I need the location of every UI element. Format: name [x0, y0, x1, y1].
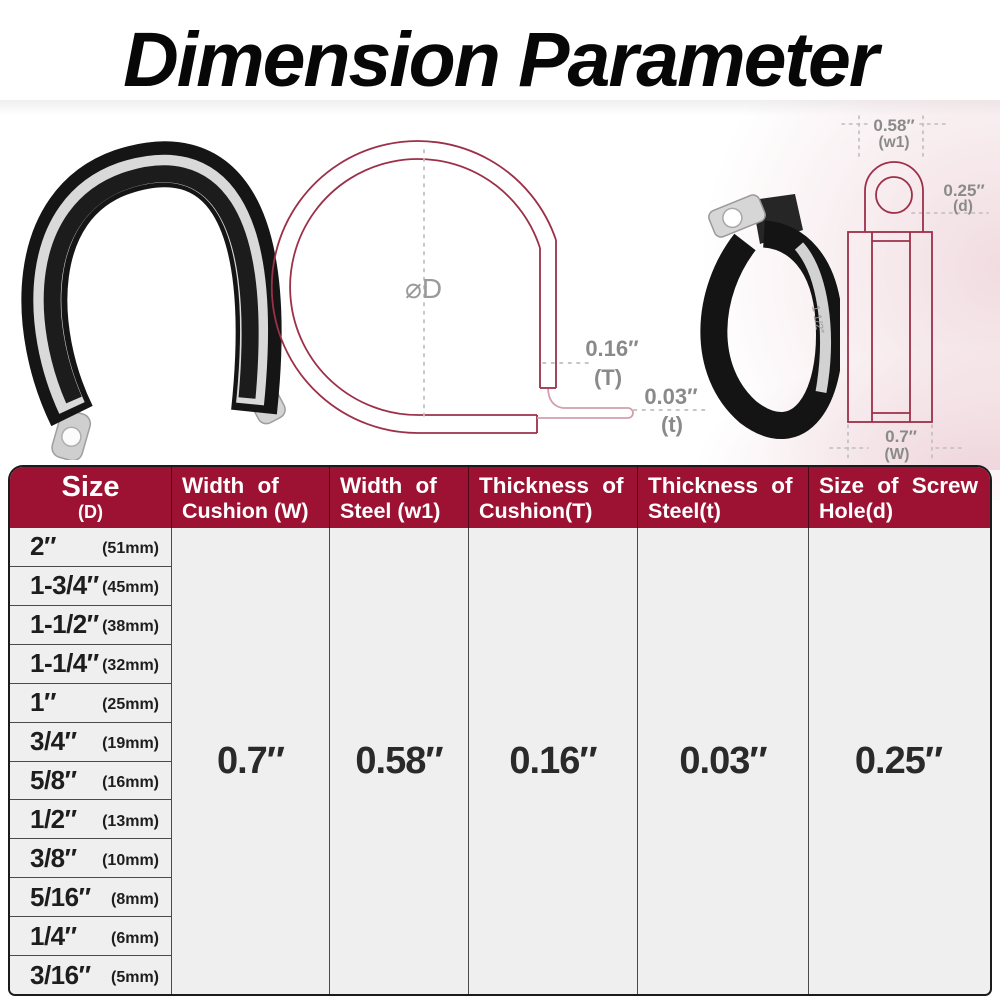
steel-thickness-value: 0.03″	[644, 384, 698, 409]
header-size: Size (D)	[61, 471, 120, 523]
header-steel-thickness: Thickness of Steel(t)	[637, 467, 808, 528]
table-row: 1/2″ (13mm)	[10, 800, 171, 840]
cushion-width-value: 0.7″	[885, 427, 917, 446]
steel-width-value: 0.58″	[873, 116, 914, 135]
hole-size-label: (d)	[953, 198, 973, 215]
screw-hole-outline	[875, 176, 913, 214]
steel-band-outline	[537, 388, 634, 419]
cushion-thickness-label: (T)	[594, 365, 622, 390]
table-row: 1-1/4″ (32mm)	[10, 644, 171, 684]
dimension-leader-lines	[423, 149, 707, 419]
steel-band	[794, 242, 831, 393]
front-dimension-diagram: 0.58″ (w1) 0.25″ (d) 0.7″ (W)	[829, 115, 989, 463]
value-screw-hole: 0.25″	[808, 528, 988, 994]
table-row: 1-3/4″ (45mm)	[10, 566, 171, 606]
header-cushion-thickness: Thickness of Cushion(T)	[468, 467, 637, 528]
value-steel-width: 0.58″	[329, 528, 468, 994]
table-row: 3/16″ (5mm)	[10, 956, 171, 994]
rubber-outline	[270, 140, 557, 434]
hole-size-value: 0.25″	[943, 181, 984, 200]
clamp-front-outline	[847, 161, 933, 423]
table-row: 5/8″ (16mm)	[10, 761, 171, 801]
table-row: 3/8″ (10mm)	[10, 839, 171, 879]
table-header-row: Size (D) Width of Cushion (W) Width of S…	[10, 467, 990, 528]
band-stamp-text: 1 1/2″	[809, 304, 826, 334]
clamp-body	[21, 141, 282, 427]
steel-thickness-label: (t)	[661, 412, 683, 437]
screw-hole-icon	[722, 207, 743, 229]
table-row: 1-1/2″ (38mm)	[10, 605, 171, 645]
table-row: 1/4″ (6mm)	[10, 917, 171, 957]
table-row: 2″ (51mm)	[10, 528, 171, 567]
left-product-photo	[21, 141, 286, 460]
right-product-photo: 1 1/2″	[700, 194, 840, 439]
diameter-label: ⌀D	[405, 273, 442, 304]
size-column: 2″ (51mm) 1-3/4″ (45mm) 1-1/2″ (38mm) 1-1/4…	[10, 528, 171, 994]
header-screw-hole: Size of Screw Hole(d)	[808, 467, 988, 528]
dimension-leader-lines	[829, 115, 989, 459]
side-dimension-diagram: ⌀D 0.16″ (T) 0.03″ (t)	[270, 140, 707, 437]
screw-hole-icon	[61, 426, 82, 448]
header-cushion-width: Width of Cushion (W)	[171, 467, 329, 528]
clamp-mounting-tab	[708, 194, 766, 238]
table-body: 2″ (51mm) 1-3/4″ (45mm) 1-1/2″ (38mm) 1-1/4…	[10, 528, 990, 994]
dimension-table: Size (D) Width of Cushion (W) Width of S…	[8, 465, 992, 996]
header-steel-width: Width of Steel (w1)	[329, 467, 468, 528]
value-cushion-thickness: 0.16″	[468, 528, 637, 994]
value-cushion-width: 0.7″	[171, 528, 329, 994]
cushion-thickness-value: 0.16″	[585, 336, 639, 361]
value-steel-thickness: 0.03″	[637, 528, 808, 994]
table-row: 1″ (25mm)	[10, 683, 171, 723]
page-title: Dimension Parameter	[123, 17, 879, 103]
cushion-width-label: (W)	[885, 446, 910, 463]
table-row: 5/16″ (8mm)	[10, 878, 171, 918]
table-row: 3/4″ (19mm)	[10, 722, 171, 762]
steel-width-label: (w1)	[879, 134, 910, 151]
